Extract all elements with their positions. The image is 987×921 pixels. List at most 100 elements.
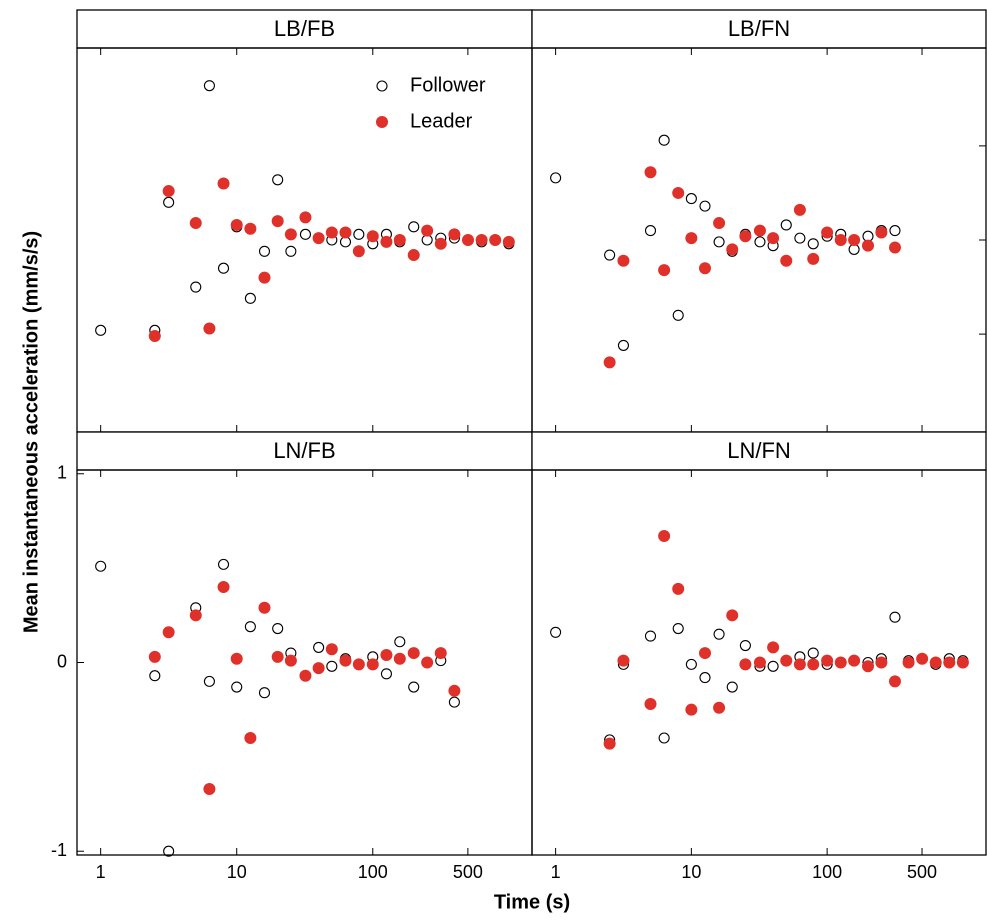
point bbox=[148, 330, 161, 342]
point bbox=[550, 172, 562, 184]
point bbox=[672, 622, 684, 635]
point bbox=[380, 668, 392, 680]
point bbox=[95, 324, 107, 336]
point bbox=[753, 656, 766, 669]
point bbox=[148, 650, 161, 663]
point bbox=[767, 232, 780, 245]
point bbox=[285, 245, 297, 257]
point bbox=[754, 236, 766, 248]
panel-frame bbox=[531, 469, 987, 856]
point bbox=[699, 672, 711, 684]
point bbox=[217, 558, 230, 570]
point bbox=[726, 609, 739, 622]
point bbox=[780, 219, 792, 231]
point bbox=[393, 234, 406, 246]
x-tick-label: 100 bbox=[812, 862, 842, 882]
point bbox=[352, 245, 365, 258]
point bbox=[658, 264, 671, 277]
point bbox=[408, 221, 420, 233]
x-tick-label: 10 bbox=[227, 862, 247, 882]
point bbox=[325, 226, 338, 239]
point bbox=[739, 658, 752, 671]
point bbox=[658, 134, 670, 146]
point bbox=[162, 185, 175, 198]
point bbox=[407, 647, 420, 660]
point bbox=[888, 675, 901, 688]
point bbox=[807, 252, 820, 265]
legend-marker bbox=[376, 116, 388, 128]
point bbox=[672, 582, 685, 595]
point bbox=[793, 203, 806, 216]
point bbox=[244, 292, 256, 304]
point bbox=[231, 681, 243, 693]
point bbox=[780, 254, 793, 267]
point bbox=[916, 652, 929, 665]
point bbox=[448, 684, 461, 697]
point bbox=[299, 228, 311, 240]
point bbox=[203, 782, 216, 795]
strip bbox=[531, 431, 987, 471]
point bbox=[888, 241, 901, 254]
point bbox=[189, 217, 202, 230]
point bbox=[380, 235, 393, 248]
point bbox=[448, 228, 461, 241]
point bbox=[163, 196, 175, 208]
point bbox=[617, 254, 630, 267]
point bbox=[713, 236, 725, 248]
point bbox=[889, 611, 901, 623]
point bbox=[658, 530, 671, 543]
point bbox=[644, 630, 657, 642]
y-tick-label: 0 bbox=[57, 651, 67, 671]
point bbox=[902, 656, 915, 669]
point bbox=[325, 643, 338, 656]
point bbox=[312, 232, 325, 245]
point bbox=[299, 211, 312, 224]
point bbox=[685, 232, 698, 245]
point bbox=[448, 696, 460, 708]
panel-title: LB/FN bbox=[728, 16, 790, 41]
point bbox=[258, 245, 271, 257]
point bbox=[244, 621, 256, 633]
point bbox=[421, 224, 434, 237]
point bbox=[258, 687, 271, 699]
legend-label: Follower bbox=[410, 74, 486, 96]
legend-label: Leader bbox=[410, 110, 473, 132]
point bbox=[739, 230, 752, 243]
y-tick-label: -1 bbox=[51, 840, 67, 860]
point bbox=[408, 681, 420, 693]
strip bbox=[76, 431, 533, 471]
point bbox=[162, 626, 175, 639]
point bbox=[550, 626, 562, 638]
point bbox=[644, 698, 657, 711]
point bbox=[834, 234, 847, 246]
point bbox=[956, 656, 969, 669]
x-tick-label: 100 bbox=[358, 862, 388, 882]
point bbox=[189, 609, 202, 622]
point bbox=[502, 235, 515, 248]
point bbox=[394, 636, 406, 648]
strip bbox=[76, 9, 533, 49]
point bbox=[685, 703, 698, 716]
point bbox=[793, 658, 806, 671]
point bbox=[726, 243, 739, 256]
point bbox=[794, 232, 806, 244]
x-tick-label: 500 bbox=[453, 862, 483, 882]
point bbox=[685, 193, 697, 205]
point bbox=[203, 80, 215, 92]
point bbox=[271, 215, 284, 228]
legend-marker bbox=[376, 80, 388, 92]
point bbox=[767, 660, 779, 672]
x-tick-label: 1 bbox=[551, 862, 561, 882]
point bbox=[807, 658, 820, 671]
point bbox=[672, 186, 685, 199]
point bbox=[230, 218, 243, 231]
panel-title: LN/FN bbox=[727, 438, 791, 463]
point bbox=[821, 226, 834, 239]
point bbox=[352, 658, 365, 671]
point bbox=[326, 660, 338, 672]
point bbox=[258, 601, 271, 614]
point bbox=[644, 166, 657, 179]
point bbox=[713, 217, 726, 230]
point bbox=[312, 662, 325, 675]
